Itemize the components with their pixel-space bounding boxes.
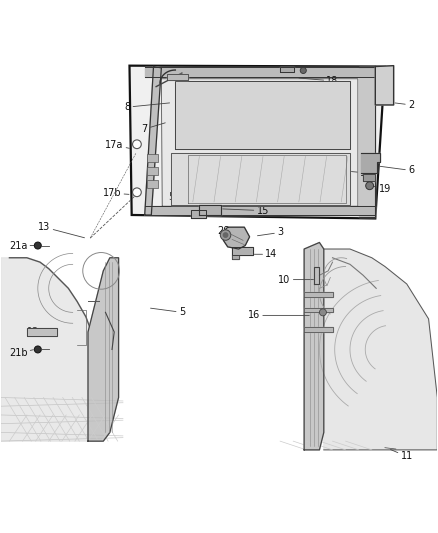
Polygon shape [232, 247, 253, 255]
Polygon shape [145, 67, 375, 77]
Text: 21b: 21b [9, 348, 33, 358]
Bar [147, 180, 158, 188]
Bar [147, 167, 158, 175]
Circle shape [300, 67, 306, 74]
Polygon shape [304, 308, 332, 312]
Text: 20: 20 [217, 225, 233, 236]
Text: 19: 19 [372, 184, 391, 194]
Polygon shape [1, 258, 97, 441]
Circle shape [133, 140, 141, 149]
Polygon shape [199, 205, 221, 215]
Text: 2: 2 [395, 100, 414, 110]
Circle shape [319, 309, 326, 316]
Polygon shape [361, 153, 380, 173]
Text: 13: 13 [38, 222, 85, 238]
Circle shape [366, 182, 374, 190]
Polygon shape [175, 81, 350, 149]
Polygon shape [145, 67, 161, 215]
Circle shape [34, 242, 41, 249]
Polygon shape [130, 66, 385, 219]
Text: 7: 7 [141, 123, 165, 134]
Text: 3: 3 [258, 228, 283, 237]
Polygon shape [27, 328, 57, 336]
Text: 1: 1 [340, 168, 366, 177]
Polygon shape [145, 206, 375, 215]
Text: 6: 6 [380, 165, 414, 175]
Circle shape [220, 230, 231, 240]
Polygon shape [324, 249, 437, 450]
Polygon shape [304, 327, 332, 332]
Text: 5: 5 [168, 192, 183, 201]
Polygon shape [375, 66, 394, 105]
Polygon shape [166, 74, 188, 79]
Text: 17b: 17b [103, 188, 129, 198]
Text: 21a: 21a [9, 240, 34, 251]
Polygon shape [232, 255, 239, 259]
Text: 11: 11 [391, 449, 413, 462]
Bar [147, 154, 158, 161]
Circle shape [34, 346, 41, 353]
Polygon shape [314, 266, 319, 284]
Polygon shape [304, 243, 324, 450]
Polygon shape [161, 79, 358, 206]
Polygon shape [191, 210, 206, 217]
Text: 12: 12 [27, 327, 51, 337]
Circle shape [223, 233, 228, 237]
Text: 18: 18 [299, 76, 339, 86]
Text: 15: 15 [223, 206, 269, 216]
Circle shape [133, 188, 141, 197]
Text: 8: 8 [124, 102, 170, 112]
Polygon shape [280, 67, 294, 72]
Polygon shape [171, 153, 350, 205]
Text: 16: 16 [248, 310, 309, 320]
Polygon shape [88, 258, 119, 441]
Polygon shape [223, 227, 250, 249]
Polygon shape [359, 67, 375, 217]
Polygon shape [363, 174, 375, 181]
Text: 5: 5 [151, 308, 185, 317]
Text: 10: 10 [279, 274, 314, 285]
Text: 14: 14 [249, 249, 278, 259]
Text: 17a: 17a [105, 140, 130, 150]
Polygon shape [304, 292, 332, 297]
